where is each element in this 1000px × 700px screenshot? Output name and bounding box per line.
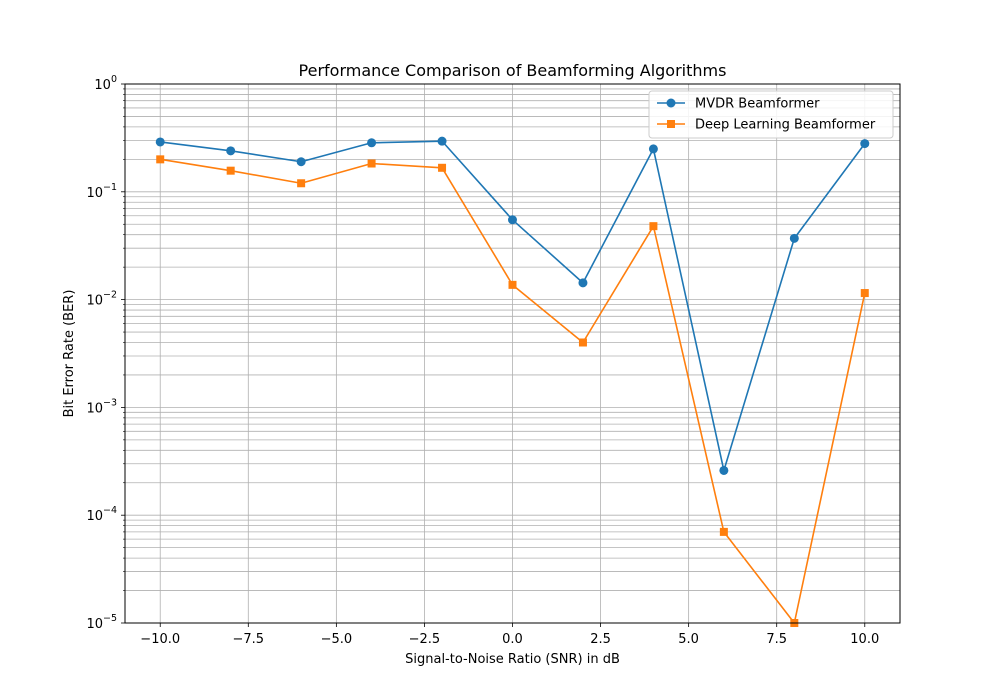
x-tick-label: 2.5 [590,632,611,647]
y-tick-label: 10−3 [86,397,117,416]
y-tick-label: 100 [94,74,117,93]
legend-marker-mvdr [666,98,676,108]
chart-title: Performance Comparison of Beamforming Al… [299,61,727,80]
y-tick-label: 10−5 [86,613,117,632]
series-1-point [719,465,729,475]
series-1-point [226,146,236,156]
series-2-point [649,222,658,231]
series-2-point [438,163,447,172]
series-1-point [155,137,165,147]
series-1-point [296,157,306,167]
grid [125,83,900,624]
series-2-point [578,338,587,347]
series-2-point [719,527,728,536]
series-2-point [860,289,869,298]
series-1-point [648,144,658,154]
x-tick-label: −10.0 [140,632,180,647]
x-tick-label: 7.5 [766,632,787,647]
series-layer [155,136,870,627]
series-1-point [508,215,517,225]
series-1-point [860,139,870,149]
series-1-point [437,136,447,146]
legend-label-mvdr: MVDR Beamformer [695,97,820,112]
series-2-point [367,159,376,168]
legend-box [648,90,894,139]
series-2-point [508,280,517,289]
y-tick-label: 10−2 [86,290,117,309]
x-tick-label: 5.0 [678,632,699,647]
series-2-point [297,179,306,188]
y-tick-label: 10−4 [86,505,117,524]
legend-marker-dl [667,120,675,128]
series-2-point [226,166,235,175]
x-tick-label: 10.0 [850,632,879,647]
legend-label-dl: Deep Learning Beamformer [695,118,876,133]
x-tick-label: 0.0 [502,632,523,647]
tick-layer: −10.0 −7.5 −5.0 −2.5 0.0 2.5 5.0 7.5 10.0 10−5 10−… [86,74,879,647]
x-axis-label: Signal-to-Noise Ratio (SNR) in dB [405,652,620,667]
y-tick-label: 10−1 [86,182,117,201]
x-tick-label: −5.0 [321,632,353,647]
series-2-point [156,155,165,164]
y-axis-label: Bit Error Rate (BER) [62,290,77,418]
legend: MVDR Beamformer Deep Learning Beamformer [648,90,894,139]
series-1-point [367,138,377,148]
x-tick-label: −7.5 [233,632,265,647]
series-1-point [578,278,588,288]
series-1-point [789,233,799,243]
x-tick-label: −2.5 [409,632,441,647]
